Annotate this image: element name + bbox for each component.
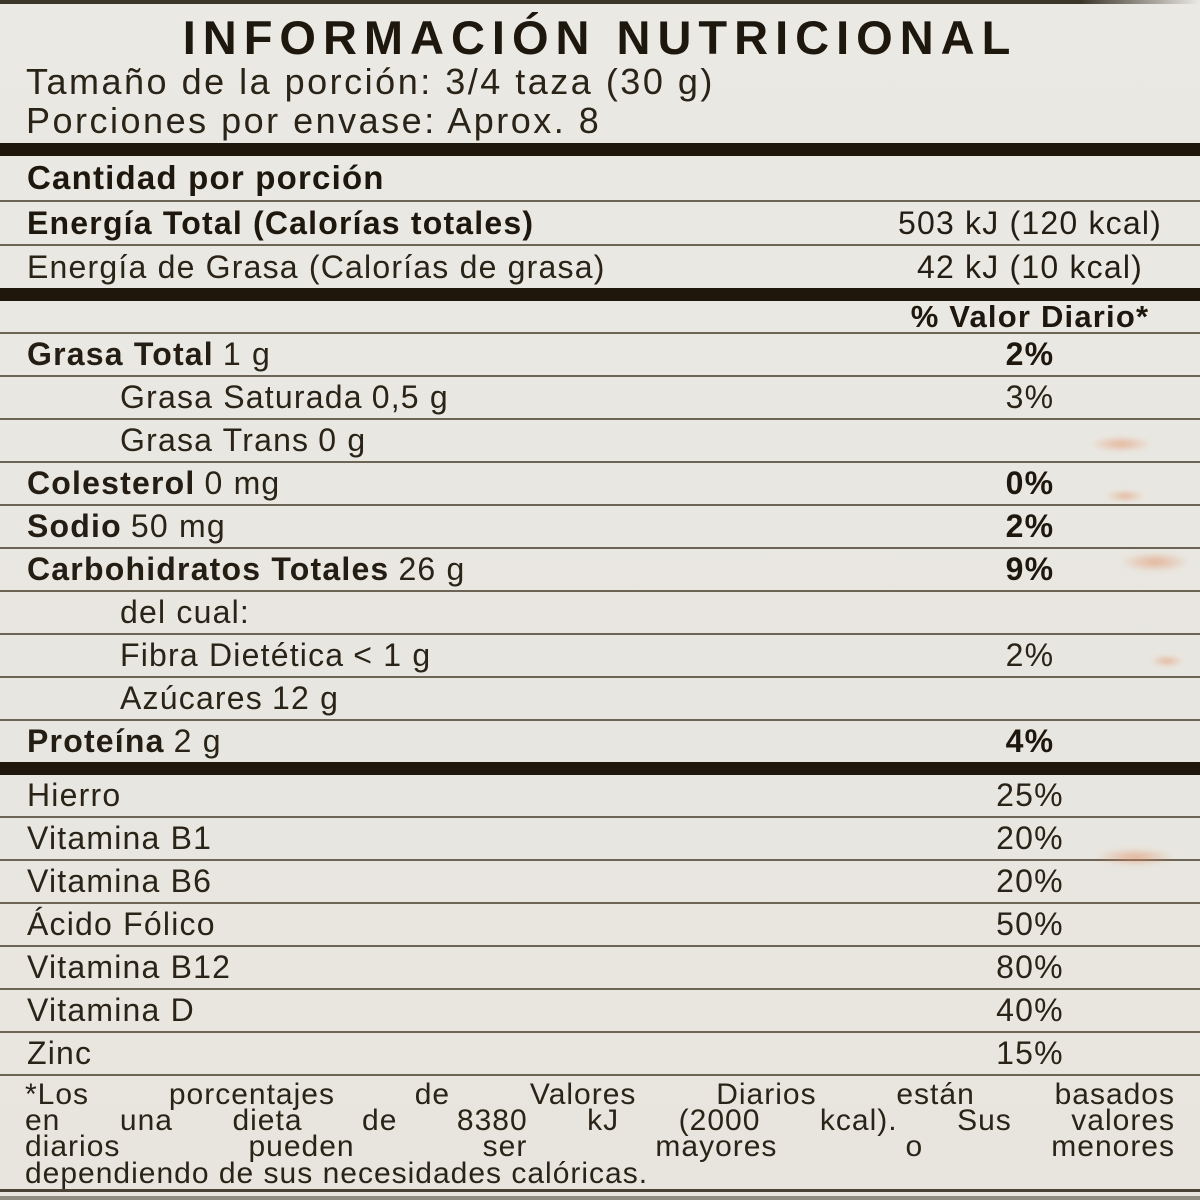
nutrient-row: Grasa Trans 0 g — [0, 420, 1200, 463]
micronutrient-name: Hierro — [27, 777, 122, 813]
nutrient-daily-value: 2% — [1005, 508, 1055, 544]
bottom-edge-line — [0, 1196, 1200, 1200]
serving-size-text: Tamaño de la porción: 3/4 taza (30 g) — [26, 61, 715, 102]
nutrient-daily-value: 0% — [1005, 465, 1055, 501]
amount-per-serving-label: Cantidad por porción — [27, 159, 385, 196]
nutrient-rows-group: Grasa Total 1 g 2% Grasa Saturada 0,5 g 3%… — [0, 334, 1200, 762]
footnote-line: diarios pueden ser mayores o menores — [25, 1130, 1175, 1164]
micronutrient-row: Zinc 15% — [0, 1033, 1200, 1076]
micronutrient-name: Zinc — [27, 1035, 93, 1071]
amount-per-serving-row: Cantidad por porción — [0, 156, 1200, 202]
micronutrient-daily-value: 25% — [996, 777, 1064, 813]
bottom-rule-line — [0, 1189, 1200, 1192]
micronutrient-row: Vitamina B1 20% — [0, 818, 1200, 861]
nutrient-label: Fibra Dietética < 1 g — [120, 637, 431, 674]
nutrient-label: Grasa Total 1 g — [27, 336, 271, 373]
footnote-line: dependiendo de sus necesidades calóricas… — [25, 1156, 649, 1190]
micronutrient-row: Vitamina B6 20% — [0, 861, 1200, 904]
top-edge-line — [0, 0, 1200, 4]
micronutrient-daily-value: 15% — [996, 1035, 1064, 1071]
energy-label: Energía de Grasa (Calorías de grasa) — [27, 248, 606, 285]
nutrient-row: Carbohidratos Totales 26 g 9% — [0, 549, 1200, 592]
micronutrient-name: Ácido Fólico — [27, 906, 216, 942]
nutrient-name: Azúcares — [120, 680, 263, 716]
nutrient-amount: 0 g — [318, 422, 367, 458]
footnote-line: *Los porcentajes de Valores Diarios está… — [25, 1078, 1175, 1111]
micronutrient-daily-value: 40% — [996, 992, 1064, 1028]
micronutrient-name: Vitamina B6 — [27, 863, 213, 899]
nutrient-label: Azúcares 12 g — [120, 680, 339, 717]
micronutrient-row: Vitamina D 40% — [0, 990, 1200, 1033]
footnote-line: en una dieta de 8380 kJ (2000 kcal). Sus… — [25, 1104, 1175, 1138]
micronutrient-name: Vitamina B12 — [27, 949, 232, 985]
nutrient-name: Grasa Total — [27, 336, 214, 372]
nutrient-amount: 50 mg — [130, 508, 226, 544]
nutrient-daily-value: 2% — [1005, 637, 1055, 673]
servings-per-container-text: Porciones por envase: Aprox. 8 — [26, 100, 602, 141]
nutrient-amount: 2 g — [173, 723, 222, 759]
nutrient-row: del cual: — [0, 592, 1200, 635]
nutrient-amount: 1 g — [222, 336, 271, 372]
energy-label: Energía Total (Calorías totales) — [27, 204, 535, 241]
nutrient-amount: 0,5 g — [371, 379, 449, 415]
nutrient-row: Colesterol 0 mg 0% — [0, 463, 1200, 506]
divider-bar-middle — [0, 288, 1200, 301]
nutrient-label: Sodio 50 mg — [27, 508, 226, 545]
nutrient-row: Azúcares 12 g — [0, 678, 1200, 721]
divider-bar-micronutrients — [0, 762, 1200, 775]
energy-row: Energía Total (Calorías totales) 503 kJ … — [0, 202, 1200, 246]
nutrient-name: Grasa Saturada — [120, 379, 363, 415]
micronutrient-row: Ácido Fólico 50% — [0, 904, 1200, 947]
nutrient-daily-value: 9% — [1005, 551, 1055, 587]
nutrient-label: Carbohidratos Totales 26 g — [27, 551, 466, 588]
nutrient-name: Colesterol — [27, 465, 196, 501]
nutrient-row: Grasa Total 1 g 2% — [0, 334, 1200, 377]
micronutrient-row: Vitamina B12 80% — [0, 947, 1200, 990]
micronutrient-name: Vitamina D — [27, 992, 195, 1028]
nutrient-label: Grasa Trans 0 g — [120, 422, 366, 459]
label-title: INFORMACIÓN NUTRICIONAL — [182, 11, 1018, 64]
daily-value-header-label: % Valor Diario* — [910, 298, 1150, 334]
micronutrient-daily-value: 20% — [996, 863, 1064, 899]
nutrient-name: Proteína — [27, 723, 165, 759]
nutrient-row: Grasa Saturada 0,5 g 3% — [0, 377, 1200, 420]
micronutrient-daily-value: 50% — [996, 906, 1064, 942]
nutrient-name: del cual: — [120, 594, 250, 630]
energy-value: 503 kJ (120 kcal) — [897, 204, 1163, 241]
nutrient-row: Proteína 2 g 4% — [0, 721, 1200, 762]
nutrient-name: Carbohidratos Totales — [27, 551, 390, 587]
nutrient-name: Sodio — [27, 508, 122, 544]
micronutrient-row: Hierro 25% — [0, 775, 1200, 818]
nutrient-daily-value: 3% — [1005, 379, 1055, 415]
nutrient-name: Fibra Dietética — [120, 637, 345, 673]
energy-value: 42 kJ (10 kcal) — [916, 248, 1144, 285]
nutrient-amount: < 1 g — [353, 637, 432, 673]
nutrient-label: Grasa Saturada 0,5 g — [120, 379, 449, 416]
daily-value-header-row: % Valor Diario* — [0, 298, 1200, 334]
daily-value-footnote: *Los porcentajes de Valores Diarios está… — [0, 1076, 1200, 1190]
nutrient-daily-value: 2% — [1005, 336, 1055, 372]
energy-rows-group: Energía Total (Calorías totales) 503 kJ … — [0, 202, 1200, 288]
nutrient-label: del cual: — [120, 594, 259, 631]
nutrient-row: Sodio 50 mg 2% — [0, 506, 1200, 549]
serving-info-block: Tamaño de la porción: 3/4 taza (30 g) Po… — [0, 60, 1200, 140]
nutrient-daily-value: 4% — [1005, 723, 1055, 759]
energy-row: Energía de Grasa (Calorías de grasa) 42 … — [0, 246, 1200, 288]
micronutrient-rows-group: Hierro 25% Vitamina B1 20% Vitamina B6 2… — [0, 775, 1200, 1076]
nutrient-label: Proteína 2 g — [27, 723, 222, 760]
nutrient-amount: 12 g — [272, 680, 340, 716]
nutrient-row: Fibra Dietética < 1 g 2% — [0, 635, 1200, 678]
nutrient-amount: 0 mg — [204, 465, 281, 501]
micronutrient-daily-value: 80% — [996, 949, 1064, 985]
micronutrient-daily-value: 20% — [996, 820, 1064, 856]
divider-bar-top — [0, 143, 1200, 156]
nutrient-name: Grasa Trans — [120, 422, 310, 458]
nutrient-label: Colesterol 0 mg — [27, 465, 280, 502]
nutrient-amount: 26 g — [398, 551, 466, 587]
micronutrient-name: Vitamina B1 — [27, 820, 213, 856]
